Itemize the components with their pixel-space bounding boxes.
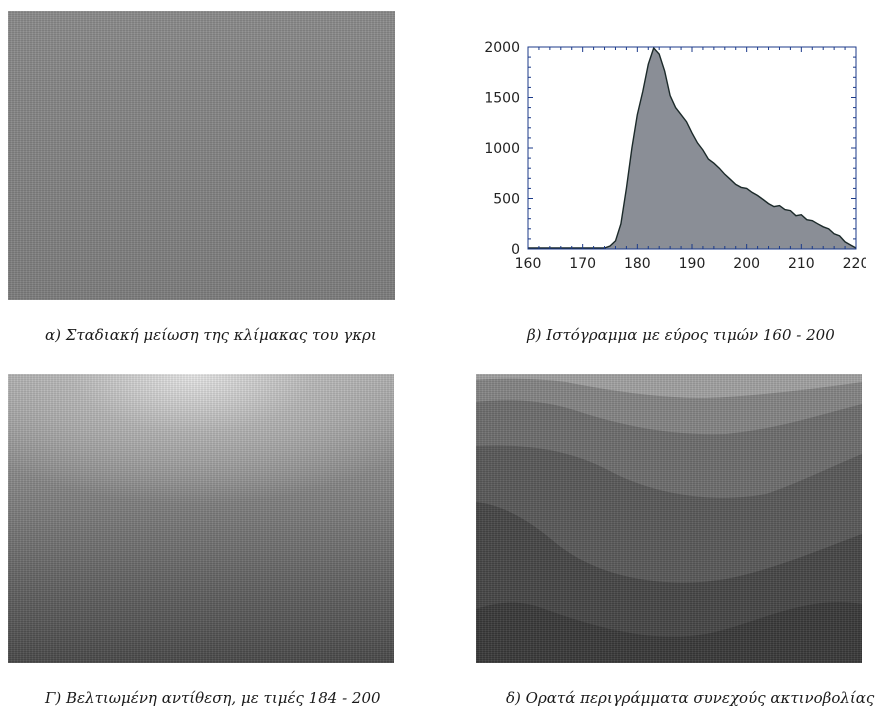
- histogram-chart: 160 170 180 190 200 210 220 0 500 1000 1500 2000: [484, 40, 866, 272]
- y-tick-label: 500: [493, 192, 520, 208]
- x-tick-label: 170: [569, 256, 596, 272]
- image-enhanced-contrast: [8, 374, 394, 663]
- y-tick-label: 2000: [484, 40, 520, 56]
- histogram-area: [528, 48, 856, 249]
- histogram-line: [528, 46, 857, 249]
- caption-d: δ) Ορατά περιγράμματα συνεχούς ακτινοβολ…: [506, 689, 875, 707]
- y-tick-label: 1000: [484, 141, 520, 157]
- contour-bands: [476, 374, 862, 663]
- y-tick-label: 0: [511, 242, 520, 258]
- x-tick-label: 210: [788, 256, 815, 272]
- x-tick-label: 220: [843, 256, 866, 272]
- image-radiation-contours: [476, 374, 862, 663]
- x-tick-label: 180: [624, 256, 651, 272]
- x-tick-label: 160: [515, 256, 542, 272]
- image-gray-gradient: [8, 11, 395, 300]
- x-tick-label: 200: [733, 256, 760, 272]
- y-tick-label: 1500: [484, 91, 520, 107]
- caption-b: β) Ιστόγραμμα με εύρος τιμών 160 - 200: [527, 326, 835, 344]
- caption-c: Γ) Βελτιωμένη αντίθεση, με τιμές 184 - 2…: [45, 689, 381, 707]
- x-tick-label: 190: [679, 256, 706, 272]
- caption-a: α) Σταδιακή μείωση της κλίμακας του γκρι: [45, 326, 377, 344]
